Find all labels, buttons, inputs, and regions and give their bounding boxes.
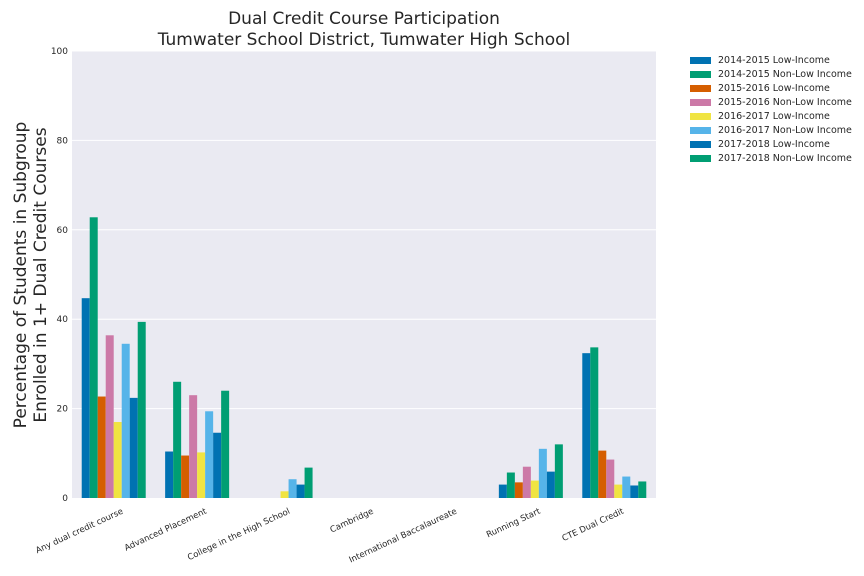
bar: [498, 484, 507, 498]
legend-label: 2016-2017 Non-Low Income: [718, 124, 852, 136]
bar: [280, 491, 289, 498]
bar: [197, 452, 206, 498]
chart-subtitle: Tumwater School District, Tumwater High …: [157, 30, 571, 50]
y-axis-label-line2: Enrolled in 1+ Dual Credit Courses: [31, 127, 51, 423]
bars: [81, 217, 647, 498]
legend-label: 2017-2018 Low-Income: [718, 138, 830, 150]
legend-swatch: [690, 154, 711, 162]
bar: [630, 485, 639, 498]
bar: [582, 353, 591, 498]
bar: [638, 481, 647, 498]
x-tick-label: CTE Dual Credit: [561, 506, 627, 544]
bar: [598, 450, 607, 498]
bar: [304, 467, 313, 498]
legend-swatch: [690, 84, 711, 92]
x-tick-label: Any dual credit course: [34, 507, 125, 556]
bar: [137, 321, 146, 498]
y-tick-label: 100: [51, 47, 68, 57]
legend-item: 2016-2017 Non-Low Income: [690, 123, 852, 137]
plot-area: [72, 51, 656, 498]
bar: [606, 459, 615, 498]
legend-swatch: [690, 98, 711, 106]
y-tick-label: 80: [57, 136, 69, 146]
legend: 2014-2015 Low-Income 2014-2015 Non-Low In…: [690, 53, 852, 165]
bar: [121, 343, 130, 498]
x-tick-label: Running Start: [485, 506, 543, 540]
bar: [81, 298, 90, 498]
legend-item: 2014-2015 Non-Low Income: [690, 67, 852, 81]
y-tick-label: 0: [62, 494, 68, 504]
bar: [522, 466, 531, 498]
bar: [590, 347, 599, 498]
bar: [296, 484, 305, 498]
legend-swatch: [690, 70, 711, 78]
bar: [189, 395, 198, 498]
legend-item: 2016-2017 Low-Income: [690, 109, 852, 123]
bar: [105, 335, 114, 498]
legend-item: 2015-2016 Non-Low Income: [690, 95, 852, 109]
y-tick-label: 40: [57, 315, 69, 325]
legend-swatch: [690, 112, 711, 120]
bar: [546, 471, 555, 498]
bar: [221, 390, 230, 498]
bar: [97, 396, 106, 498]
chart-title: Dual Credit Course Participation: [228, 9, 500, 29]
bar: [514, 482, 523, 498]
bar: [554, 444, 563, 498]
bar: [89, 217, 98, 498]
y-tick-label: 20: [57, 405, 69, 415]
bar: [173, 381, 182, 498]
x-tick-label: Cambridge: [329, 507, 376, 536]
grid-lines: [72, 50, 656, 410]
y-tick-labels: 0 20 40 60 80 100: [51, 47, 68, 504]
legend-swatch: [690, 56, 711, 64]
legend-item: 2017-2018 Non-Low Income: [690, 151, 852, 165]
legend-label: 2014-2015 Low-Income: [718, 54, 830, 66]
legend-item: 2017-2018 Low-Income: [690, 137, 852, 151]
legend-item: 2014-2015 Low-Income: [690, 53, 852, 67]
bar: [530, 480, 539, 498]
legend-label: 2014-2015 Non-Low Income: [718, 68, 852, 80]
legend-label: 2015-2016 Low-Income: [718, 82, 830, 94]
legend-swatch: [690, 140, 711, 148]
legend-item: 2015-2016 Low-Income: [690, 81, 852, 95]
legend-label: 2015-2016 Non-Low Income: [718, 96, 852, 108]
bar: [506, 472, 515, 498]
y-axis-label-line1: Percentage of Students in Subgroup: [11, 121, 31, 429]
bar: [614, 484, 623, 498]
bar: [181, 455, 190, 498]
legend-label: 2017-2018 Non-Low Income: [718, 152, 852, 164]
legend-label: 2016-2017 Low-Income: [718, 110, 830, 122]
bar: [538, 448, 547, 498]
bar: [288, 479, 297, 498]
bar: [622, 476, 631, 498]
bar: [165, 451, 174, 498]
bar: [129, 397, 138, 498]
legend-swatch: [690, 126, 711, 134]
bar: [113, 422, 122, 498]
y-tick-label: 60: [57, 226, 69, 236]
x-tick-label: Advanced Placement: [123, 506, 209, 553]
bar: [213, 432, 222, 498]
bar: [205, 411, 214, 498]
